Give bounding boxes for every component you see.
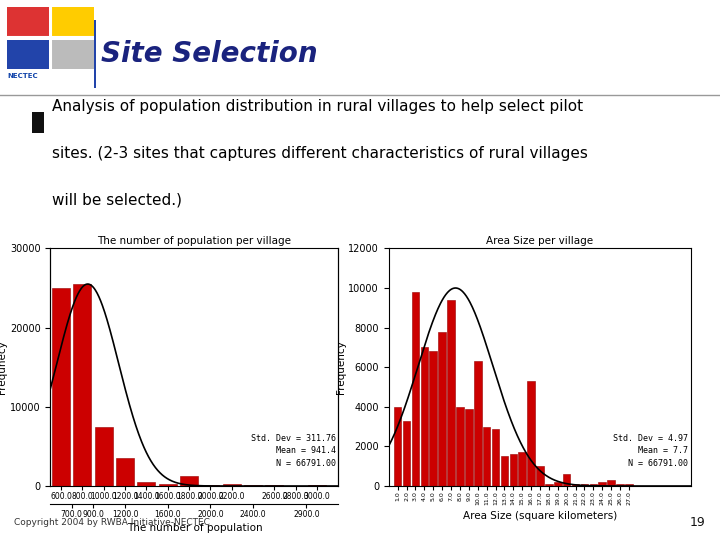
Bar (545, 484, 553, 486)
Bar (598, 482, 606, 486)
Text: Std. Dev = 311.76
Mean = 941.4
N = 66791.00: Std. Dev = 311.76 Mean = 941.4 N = 66791… (251, 434, 336, 468)
Title: The number of population per village: The number of population per village (97, 236, 292, 246)
Bar (420, 347, 428, 486)
Bar (7, 40, 50, 69)
Bar (202, 485, 220, 486)
Bar (180, 476, 198, 486)
X-axis label: Area Size (square kilometers): Area Size (square kilometers) (463, 511, 617, 521)
Bar (563, 474, 570, 486)
Bar (483, 427, 490, 486)
Bar (308, 485, 326, 486)
Bar (616, 484, 624, 486)
Bar (138, 482, 156, 486)
Bar (438, 332, 446, 486)
Bar (536, 466, 544, 486)
Text: Site Selection: Site Selection (101, 40, 318, 68)
Bar (7, 8, 50, 37)
Bar (581, 484, 588, 486)
Bar (500, 456, 508, 486)
Bar (572, 484, 580, 486)
Bar (447, 300, 455, 486)
Bar (465, 409, 472, 486)
Bar (527, 381, 535, 486)
Bar (52, 8, 94, 37)
Text: NECTEC: NECTEC (7, 73, 38, 79)
Text: Std. Dev = 4.97
Mean = 7.7
N = 66791.00: Std. Dev = 4.97 Mean = 7.7 N = 66791.00 (613, 434, 688, 468)
Text: 19: 19 (690, 516, 706, 529)
Y-axis label: Frequency: Frequency (336, 340, 346, 394)
Bar (608, 480, 615, 486)
Bar (474, 361, 482, 486)
Bar (244, 485, 262, 486)
Text: sites. (2-3 sites that captures different characteristics of rural villages: sites. (2-3 sites that captures differen… (53, 146, 588, 161)
Bar (94, 427, 113, 486)
Bar (32, 112, 44, 133)
Bar (52, 40, 94, 69)
Bar (554, 482, 562, 486)
Bar (73, 284, 91, 486)
Bar (625, 484, 633, 486)
Text: will be selected.): will be selected.) (53, 192, 182, 207)
Text: Analysis of population distribution in rural villages to help select pilot: Analysis of population distribution in r… (53, 99, 583, 114)
Title: Area Size per village: Area Size per village (487, 236, 593, 246)
Y-axis label: Frequnecy: Frequnecy (0, 340, 7, 394)
Bar (518, 453, 526, 486)
Bar (116, 458, 134, 486)
Text: Copyright 2004 by RWBA Initiative-NECTEC: Copyright 2004 by RWBA Initiative-NECTEC (14, 518, 210, 527)
Bar (266, 485, 284, 486)
Bar (430, 352, 437, 486)
Bar (590, 484, 597, 486)
Bar (402, 421, 410, 486)
Bar (94, 20, 96, 88)
Bar (158, 484, 177, 486)
Bar (492, 429, 499, 486)
Bar (412, 292, 419, 486)
X-axis label: The number of population: The number of population (127, 523, 262, 533)
Bar (52, 288, 70, 486)
Bar (456, 407, 464, 486)
Bar (394, 407, 402, 486)
Bar (222, 484, 240, 486)
Bar (510, 454, 517, 486)
